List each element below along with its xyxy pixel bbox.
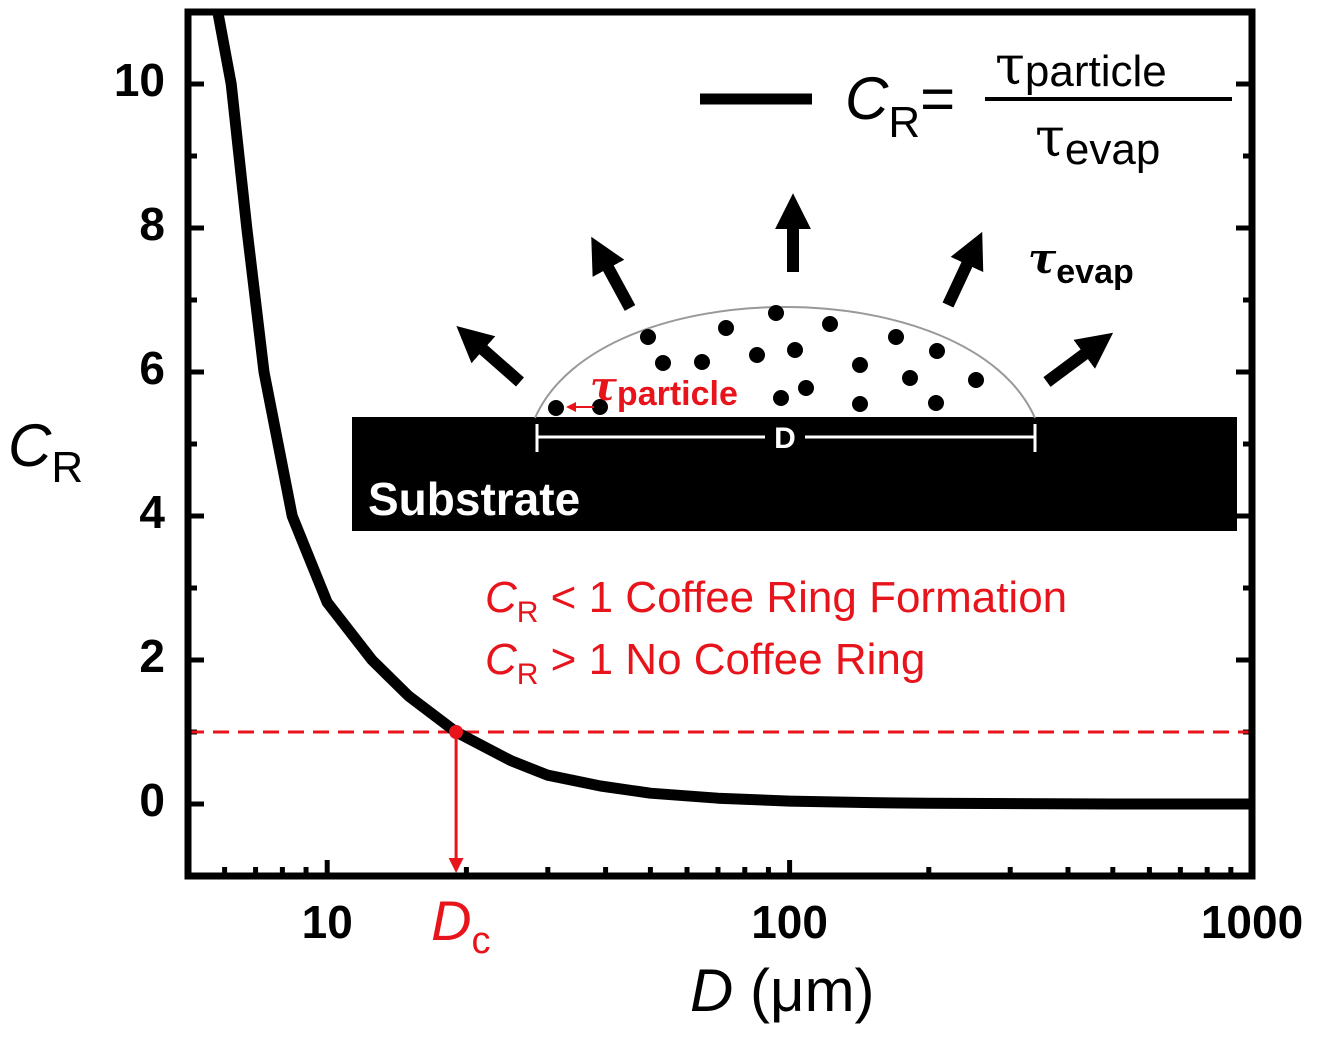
evap-time: τevap xyxy=(1028,234,1134,291)
critical-symbol: D xyxy=(431,889,471,952)
critical-label: Dc xyxy=(431,889,490,962)
critical-point xyxy=(449,725,464,739)
x-tick-label: 100 xyxy=(751,896,828,948)
annotation: CR > 1 No Coffee Ring xyxy=(485,635,925,691)
x-label-symbol: D xyxy=(690,957,733,1024)
particle-time: τparticle xyxy=(590,363,738,413)
annotation-subscript: R xyxy=(517,658,539,691)
y-tick-label: 6 xyxy=(139,342,165,394)
y-tick-label: 2 xyxy=(139,630,165,682)
x-axis-label: D (μm) xyxy=(690,957,875,1024)
y-label-symbol: C xyxy=(8,412,52,479)
width-bar xyxy=(535,424,1037,452)
y-tick-label: 0 xyxy=(139,774,165,826)
y-tick-label: 8 xyxy=(139,198,165,250)
annotation-text: > 1 No Coffee Ring xyxy=(538,635,925,684)
x-tick-label: 1000 xyxy=(1201,896,1303,948)
critical-subscript: c xyxy=(472,920,491,962)
y-label-subscript: R xyxy=(51,443,83,492)
annotation-symbol: C xyxy=(485,573,518,622)
legend-denominator: τevap xyxy=(1035,106,1160,174)
substrate xyxy=(352,417,1237,531)
legend-formula: CR= xyxy=(845,65,955,147)
legend: CR= τparticle τevap xyxy=(700,34,1232,174)
annotation-subscript: R xyxy=(517,596,539,629)
y-axis-label: CR xyxy=(8,412,83,492)
width-label: D xyxy=(774,422,796,455)
annotation-text: < 1 Coffee Ring Formation xyxy=(538,573,1067,622)
inset-diagram: Substrate D τparticle τevap xyxy=(352,193,1237,531)
data-line xyxy=(212,10,1252,810)
x-tick-label: 10 xyxy=(302,896,353,948)
plot-frame xyxy=(184,8,1256,880)
legend-numerator: τparticle xyxy=(995,34,1167,97)
y-tick-label: 4 xyxy=(139,486,165,538)
evap-arrows xyxy=(456,193,1114,387)
annotation: CR < 1 Coffee Ring Formation xyxy=(485,573,1067,629)
annotation-symbol: C xyxy=(485,635,518,684)
x-label-unit: (μm) xyxy=(733,957,874,1024)
droplet xyxy=(534,306,1036,419)
substrate-label: Substrate xyxy=(368,473,580,525)
y-tick-label: 10 xyxy=(114,54,165,106)
particles xyxy=(548,305,984,416)
